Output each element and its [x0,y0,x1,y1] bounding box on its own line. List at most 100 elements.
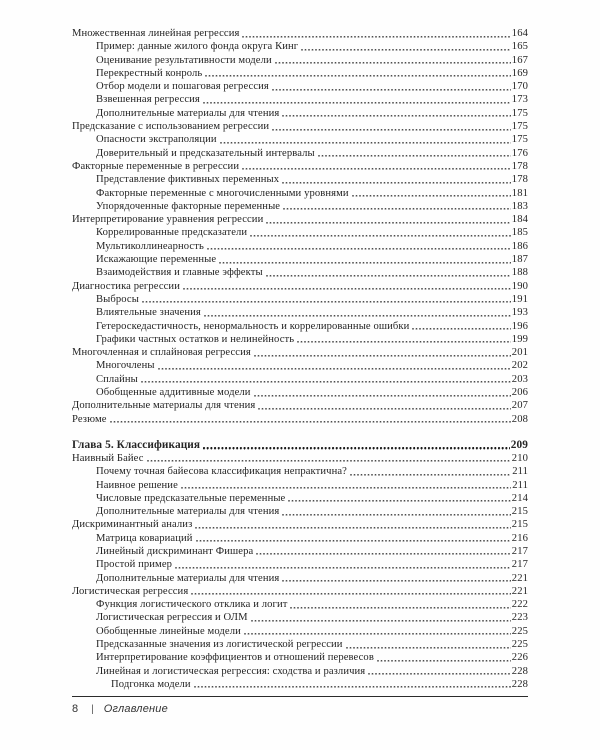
toc-entry-page: 191 [511,293,528,305]
footer-separator: | [91,704,94,715]
toc-entry: Дополнительные материалы для чтения 215 [72,505,528,519]
toc-entry: Опасности экстраполяции 175 [72,133,528,147]
toc-entry: Сплайны 203 [72,372,528,387]
toc-entry-label: Обобщенные линейные модели [96,625,241,637]
dot-leader [219,133,511,147]
toc-entry-label: Дополнительные материалы для чтения [72,400,256,412]
dot-leader [274,53,511,67]
page-footer: 8 | Оглавление [72,696,528,715]
dot-leader [140,372,511,387]
toc-entry-page: 175 [511,107,528,119]
toc-entry-label: Дополнительные материалы для чтения [96,107,280,119]
dot-leader [301,40,511,54]
footer-rule [72,696,528,697]
toc-entry-label: Коррелированные предсказатели [96,227,248,239]
toc-entry-label: Резюме [72,413,107,425]
dot-leader [206,239,511,254]
toc-list: Множественная линейная регрессия 164 Приме… [72,27,528,692]
toc-entry-label: Логистическая регрессия [72,585,189,597]
dot-leader [282,106,511,121]
toc-entry-page: 211 [512,479,528,491]
toc-entry: Обобщенные линейные модели 225 [72,624,528,639]
toc-entry: Дискриминантный анализ 215 [72,518,528,532]
toc-entry-label: Множественная линейная регрессия [72,28,240,39]
footer-line: 8 | Оглавление [72,703,528,715]
toc-entry: Взвешенная регрессия 173 [72,93,528,107]
dot-leader [203,437,510,452]
toc-entry: Наивный Байес 210 [72,451,528,466]
toc-entry-page: 203 [511,373,528,385]
dot-leader [253,386,511,400]
toc-entry-label: Опасности экстраполяции [96,134,217,146]
toc-entry-page: 190 [511,280,528,292]
dot-leader [282,505,511,519]
dot-leader [242,27,511,41]
dot-leader [271,80,511,94]
toc-entry: Множественная линейная регрессия 164 [72,27,528,41]
toc-entry-label: Линейный дискриминант Фишера [96,545,254,557]
toc-entry-label: Доверительный и предсказательный интерва… [96,147,315,159]
toc-entry-page: 178 [511,160,528,172]
dot-leader [195,531,511,545]
toc-entry: Логистическая регрессия 221 [72,584,528,599]
toc-entry-page: 170 [511,81,528,93]
toc-entry-label: Многочленная и сплайновая регрессия [72,347,251,359]
toc-entry-page: 175 [511,121,528,133]
toc-entry-page: 201 [511,347,528,359]
toc-entry-page: 228 [511,665,528,677]
toc-entry-page: 175 [511,134,528,146]
toc-entry-page: 169 [511,67,528,79]
toc-entry-page: 209 [510,438,528,451]
toc-entry-label: Интерпретирование коэффициентов и отноше… [96,652,374,664]
toc-entry-label: Глава 5. Классификация [72,438,201,451]
toc-entry-page: 187 [511,254,528,266]
toc-entry-label: Диагностика регрессии [72,280,180,292]
dot-leader [345,638,511,652]
toc-entry-page: 217 [511,559,528,571]
toc-entry: Почему точная байесова классификация неп… [72,465,528,479]
toc-entry-label: Гетероскедастичность, ненормальность и к… [96,320,410,332]
dot-leader [272,120,511,134]
toc-entry-page: 211 [512,466,528,478]
toc-entry-page: 176 [511,147,528,159]
toc-entry-page: 215 [511,519,528,531]
toc-entry-label: Наивное решение [96,479,178,491]
toc-entry-label: Сплайны [96,373,138,385]
toc-entry-page: 188 [511,267,528,279]
toc-entry: Выбросы 191 [72,292,528,307]
toc-entry-label: Оценивание результативности модели [96,54,272,66]
dot-leader [250,226,511,240]
dot-leader [180,478,512,492]
toc-entry: Линейный дискриминант Фишера 217 [72,544,528,559]
dot-leader [288,491,511,506]
toc-entry-label: Матрица ковариаций [96,532,193,544]
dot-leader [146,451,511,466]
dot-leader [191,584,511,599]
toc-entry: Линейная и логистическая регрессия: сход… [72,664,528,678]
toc-entry-page: 225 [511,625,528,637]
toc-entry-label: Пример: данные жилого фонда округа Кинг [96,41,299,53]
dot-leader [253,346,511,360]
toc-entry: Факторные переменные с многочисленными у… [72,186,528,200]
toc-entry-label: Обобщенные аддитивные модели [96,387,251,399]
dot-leader [349,465,512,479]
toc-entry-page: 165 [511,41,528,53]
toc-entry-label: Взаимодействия и главные эффекты [96,267,263,279]
toc-entry: Предсказанные значения из логистической … [72,638,528,652]
toc-entry-page: 214 [511,492,528,504]
toc-entry: Пример: данные жилого фонда округа Кинг 1… [72,40,528,54]
toc-entry-page: 185 [511,227,528,239]
dot-leader [195,518,511,532]
toc-entry: Упорядоченные факторные переменные 183 [72,199,528,214]
toc-entry-label: Факторные переменные в регрессии [72,160,240,172]
toc-entry-label: Представление фиктивных переменных [96,174,280,186]
toc-entry: Дополнительные материалы для чтения 207 [72,399,528,413]
dot-leader [203,306,511,320]
dot-leader [282,173,511,187]
toc-entry-label: Предсказание с использованием регрессии [72,121,270,133]
toc-entry-label: Почему точная байесова классификация неп… [96,466,347,478]
toc-entry: Коррелированные предсказатели 185 [72,226,528,240]
toc-entry-page: 217 [511,545,528,557]
toc-entry: Предсказание с использованием регрессии 1… [72,120,528,134]
toc-entry: Факторные переменные в регрессии 178 [72,159,528,174]
